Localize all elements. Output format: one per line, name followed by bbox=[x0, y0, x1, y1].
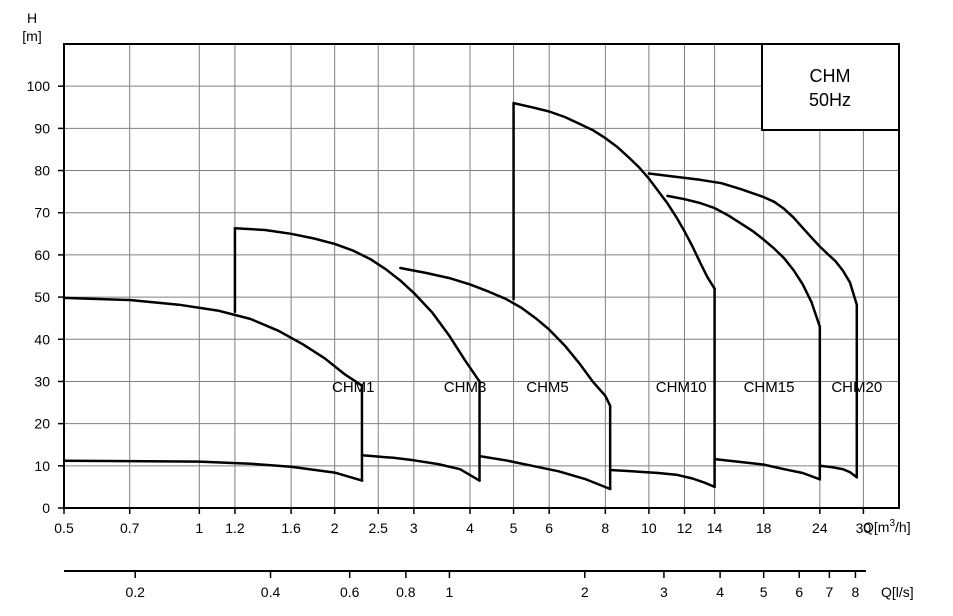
curve-min-head bbox=[360, 454, 481, 482]
curve-min-head bbox=[478, 454, 612, 491]
x-tick-label: 1.2 bbox=[225, 520, 245, 536]
x-tick-label: 2.5 bbox=[369, 520, 389, 536]
x-tick-label: 3 bbox=[410, 520, 418, 536]
curve-chm10: CHM10 bbox=[512, 101, 716, 489]
x-axis-m3h-ticks: 0.5 0.7 1 1.2 1.6 2 2.5 3 4 5 6 8 10 12 14 18 24 30 bbox=[54, 508, 871, 536]
x2-tick-label: 5 bbox=[760, 584, 768, 600]
y-tick-label: 30 bbox=[34, 373, 50, 389]
curve-max-head bbox=[512, 101, 716, 290]
x2-tick-label: 1 bbox=[446, 584, 454, 600]
x2-tick-label: 8 bbox=[852, 584, 860, 600]
x-tick-label: 18 bbox=[756, 520, 772, 536]
curve-max-head bbox=[399, 266, 612, 408]
x-axis-m3h-label-prefix: Q[m bbox=[863, 519, 889, 535]
x-tick-label: 4 bbox=[466, 520, 474, 536]
y-tick-label: 60 bbox=[34, 247, 50, 263]
curve-chm1: CHM1 bbox=[62, 296, 375, 482]
curve-max-head bbox=[62, 296, 364, 387]
y-tick-label: 70 bbox=[34, 205, 50, 221]
curve-max-head bbox=[666, 194, 822, 328]
x-tick-label: 2 bbox=[331, 520, 339, 536]
x-tick-label: 30 bbox=[856, 520, 872, 536]
y-axis-title-unit: [m] bbox=[22, 28, 41, 44]
curve-min-head bbox=[818, 464, 859, 479]
curve-label: CHM15 bbox=[744, 379, 795, 396]
x-tick-label: 10 bbox=[641, 520, 657, 536]
x2-tick-label: 0.8 bbox=[396, 584, 416, 600]
y-tick-label: 10 bbox=[34, 458, 50, 474]
x2-tick-label: 3 bbox=[660, 584, 668, 600]
pump-curves: CHM1 CHM3 CHM5 CHM10 CHM15 CHM20 bbox=[62, 101, 882, 491]
x-tick-label: 14 bbox=[707, 520, 723, 536]
curve-max-head bbox=[233, 227, 481, 383]
x-tick-label: 1 bbox=[195, 520, 203, 536]
y-tick-label: 90 bbox=[34, 120, 50, 136]
x2-tick-label: 2 bbox=[581, 584, 589, 600]
x-tick-label: 6 bbox=[545, 520, 553, 536]
x-tick-label: 1.6 bbox=[281, 520, 301, 536]
plot-frame bbox=[63, 43, 900, 509]
curve-chm3: CHM3 bbox=[233, 227, 487, 482]
x2-tick-label: 7 bbox=[825, 584, 833, 600]
curve-min-head bbox=[62, 459, 364, 482]
curve-chm5: CHM5 bbox=[399, 266, 612, 491]
y-tick-label: 100 bbox=[27, 78, 51, 94]
curve-chm20: CHM20 bbox=[647, 172, 882, 479]
legend-frame bbox=[761, 43, 900, 131]
curve-label: CHM3 bbox=[444, 379, 487, 396]
curve-min-head bbox=[713, 457, 822, 481]
x-tick-label: 24 bbox=[812, 520, 828, 536]
y-tick-label: 20 bbox=[34, 416, 50, 432]
x-tick-label: 5 bbox=[510, 520, 518, 536]
y-tick-label: 80 bbox=[34, 163, 50, 179]
legend-series-name: CHM bbox=[810, 66, 851, 86]
x2-tick-label: 0.2 bbox=[125, 584, 145, 600]
x-axis-m3h-label: Q[m3/h] bbox=[863, 518, 911, 535]
curve-label: CHM20 bbox=[831, 379, 882, 396]
x-tick-label: 0.7 bbox=[120, 520, 140, 536]
y-axis-title-h: H bbox=[27, 10, 37, 26]
x2-tick-label: 0.4 bbox=[261, 584, 281, 600]
x-tick-label: 0.5 bbox=[54, 520, 74, 536]
curve-label: CHM1 bbox=[332, 379, 375, 396]
x-axis-m3h-label-sup: 3 bbox=[889, 518, 895, 529]
x-tick-label: 8 bbox=[601, 520, 609, 536]
curve-label: CHM5 bbox=[526, 379, 569, 396]
x-axis-ls-label: Q[l/s] bbox=[881, 584, 914, 600]
legend-frequency: 50Hz bbox=[809, 90, 851, 110]
x-axis-ls-ticks: 0.2 0.4 0.6 0.8 1 2 3 4 5 6 7 8 bbox=[125, 571, 860, 600]
x-tick-label: 12 bbox=[677, 520, 693, 536]
x-axis-m3h-label-suffix: /h] bbox=[895, 519, 911, 535]
x2-tick-label: 6 bbox=[795, 584, 803, 600]
curve-chm15: CHM15 bbox=[666, 194, 822, 481]
y-tick-label: 0 bbox=[42, 500, 50, 516]
y-tick-label: 50 bbox=[34, 289, 50, 305]
y-tick-label: 40 bbox=[34, 331, 50, 347]
y-axis-ticks: 0 10 20 30 40 50 60 70 80 90 100 bbox=[27, 78, 64, 516]
curve-max-head bbox=[647, 172, 859, 306]
x2-tick-label: 4 bbox=[716, 584, 724, 600]
x2-tick-label: 0.6 bbox=[340, 584, 360, 600]
curve-label: CHM10 bbox=[656, 379, 707, 396]
curve-min-head bbox=[608, 468, 716, 489]
legend-box: CHM 50Hz bbox=[761, 43, 900, 131]
